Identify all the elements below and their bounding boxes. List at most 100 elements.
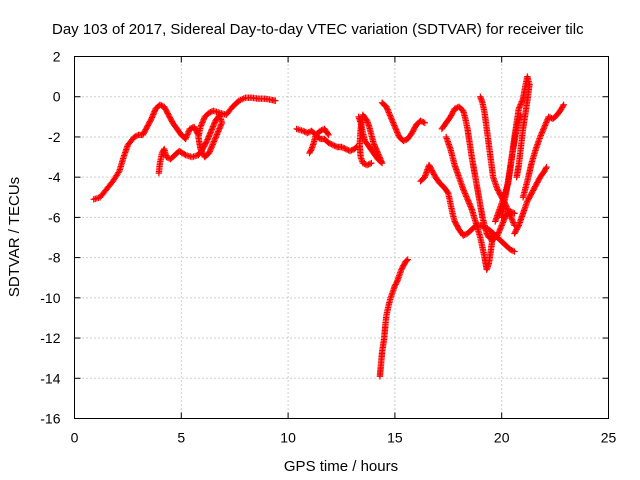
data-point-marker — [466, 200, 473, 207]
data-point-marker — [542, 165, 550, 172]
data-point-marker — [464, 197, 472, 204]
data-point-marker — [324, 130, 332, 137]
data-point-marker — [208, 144, 215, 151]
data-point-marker — [495, 229, 502, 236]
data-point-marker — [505, 207, 512, 215]
data-point-marker — [150, 111, 157, 118]
data-point-marker — [541, 122, 549, 129]
data-point-marker — [392, 126, 400, 133]
data-point-marker — [184, 130, 192, 137]
data-point-marker — [420, 118, 427, 126]
data-point-marker — [206, 132, 213, 139]
data-point-marker — [489, 230, 497, 237]
data-point-marker — [208, 127, 215, 135]
data-point-marker — [499, 219, 507, 226]
y-tick-label: -6 — [48, 209, 61, 225]
data-point-marker — [206, 130, 214, 137]
data-point-marker — [365, 161, 372, 168]
data-point-marker — [204, 134, 212, 142]
data-point-marker — [163, 153, 170, 161]
data-point-marker — [499, 220, 506, 228]
data-point-marker — [329, 141, 337, 149]
data-point-marker — [496, 226, 504, 233]
x-tick-label: 20 — [494, 430, 510, 446]
data-point-marker — [383, 103, 390, 110]
data-point-marker — [216, 123, 224, 131]
data-point-marker — [509, 217, 516, 225]
data-point-marker — [506, 210, 513, 218]
data-point-marker — [378, 158, 385, 165]
data-point-marker — [211, 120, 218, 127]
data-point-marker — [508, 216, 516, 223]
data-point-marker — [507, 212, 514, 219]
data-point-marker — [198, 120, 205, 128]
series-layer — [90, 73, 567, 380]
data-point-marker — [205, 133, 212, 140]
data-point-marker — [211, 136, 218, 144]
data-point-marker — [393, 127, 400, 135]
data-point-marker — [182, 134, 190, 141]
data-point-marker — [463, 194, 471, 202]
data-point-marker — [559, 102, 567, 110]
data-point-marker — [404, 256, 411, 263]
data-point-marker — [513, 173, 520, 181]
data-point-marker — [461, 188, 468, 196]
data-point-marker — [421, 119, 429, 127]
data-point-marker — [215, 126, 223, 134]
y-tick-label: -2 — [48, 129, 61, 145]
y-tick-label: -8 — [48, 250, 61, 266]
data-point-marker — [325, 139, 332, 147]
data-point-marker — [498, 222, 505, 229]
data-point-marker — [485, 234, 493, 241]
series-segment — [519, 101, 567, 201]
data-point-marker — [543, 117, 551, 125]
data-point-marker — [210, 121, 217, 129]
y-tick-label: -10 — [40, 290, 60, 306]
data-point-marker — [348, 147, 355, 154]
data-point-marker — [218, 119, 226, 127]
y-axis-label: SDTVAR / TECUs — [6, 177, 23, 297]
data-point-marker — [518, 98, 526, 105]
data-point-marker — [374, 148, 381, 155]
data-point-marker — [211, 135, 219, 142]
data-point-marker — [496, 227, 503, 235]
series-segment — [498, 111, 525, 221]
data-point-marker — [388, 116, 396, 123]
data-point-marker — [272, 97, 279, 104]
data-point-marker — [207, 145, 215, 152]
data-point-marker — [510, 219, 517, 226]
data-point-marker — [372, 144, 379, 151]
data-point-marker — [467, 204, 475, 212]
x-tick-label: 10 — [280, 430, 296, 446]
data-point-marker — [203, 139, 210, 146]
series-segment — [306, 125, 332, 157]
data-point-marker — [361, 160, 368, 167]
y-tick-label: -12 — [40, 330, 60, 346]
data-point-marker — [316, 127, 324, 135]
y-tick-label: -4 — [48, 169, 61, 185]
data-point-marker — [460, 186, 467, 193]
data-point-marker — [543, 119, 550, 126]
data-point-marker — [385, 109, 392, 116]
data-point-marker — [148, 115, 155, 123]
data-point-marker — [517, 111, 525, 119]
data-point-marker — [185, 128, 192, 135]
data-point-marker — [511, 248, 518, 255]
data-point-marker — [376, 154, 383, 161]
data-point-marker — [462, 191, 469, 199]
data-point-marker — [536, 133, 544, 141]
data-point-marker — [517, 101, 524, 108]
data-point-marker — [198, 147, 205, 154]
data-point-marker — [332, 143, 340, 150]
data-point-marker — [417, 117, 424, 125]
data-point-marker — [149, 112, 156, 120]
data-point-marker — [209, 124, 216, 132]
data-point-marker — [516, 104, 523, 111]
data-point-marker — [392, 125, 399, 132]
data-point-marker — [218, 121, 225, 128]
y-tick-label: -14 — [40, 370, 60, 386]
data-point-marker — [209, 123, 217, 130]
data-point-marker — [400, 137, 407, 145]
data-point-marker — [391, 122, 398, 129]
